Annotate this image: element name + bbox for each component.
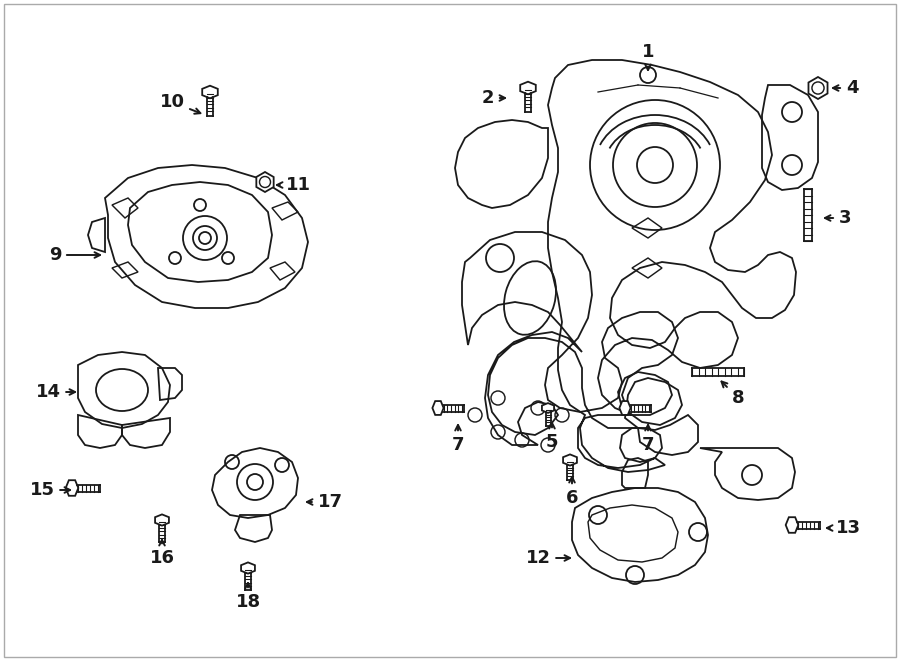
Text: 7: 7 xyxy=(452,425,464,454)
Text: 14: 14 xyxy=(35,383,75,401)
Text: 6: 6 xyxy=(566,477,578,507)
Polygon shape xyxy=(542,403,554,413)
Text: 10: 10 xyxy=(159,93,201,114)
Text: 12: 12 xyxy=(526,549,570,567)
Polygon shape xyxy=(520,82,536,95)
Polygon shape xyxy=(808,77,827,99)
Text: 4: 4 xyxy=(833,79,859,97)
Polygon shape xyxy=(563,454,577,465)
Text: 2: 2 xyxy=(482,89,505,107)
Text: 16: 16 xyxy=(149,540,175,567)
Polygon shape xyxy=(66,480,78,496)
Text: 17: 17 xyxy=(307,493,343,511)
Text: 3: 3 xyxy=(825,209,851,227)
Text: 9: 9 xyxy=(49,246,100,264)
Polygon shape xyxy=(155,514,169,525)
Text: 13: 13 xyxy=(827,519,860,537)
Polygon shape xyxy=(202,86,218,98)
Polygon shape xyxy=(241,563,255,574)
Text: 18: 18 xyxy=(236,583,261,611)
Polygon shape xyxy=(619,401,631,415)
Polygon shape xyxy=(786,517,798,533)
Text: 11: 11 xyxy=(277,176,310,194)
Text: 1: 1 xyxy=(642,43,654,70)
Text: 15: 15 xyxy=(30,481,70,499)
Polygon shape xyxy=(256,172,274,192)
Text: 5: 5 xyxy=(545,423,558,451)
Text: 7: 7 xyxy=(642,425,654,454)
Text: 8: 8 xyxy=(722,381,744,407)
Polygon shape xyxy=(432,401,444,415)
